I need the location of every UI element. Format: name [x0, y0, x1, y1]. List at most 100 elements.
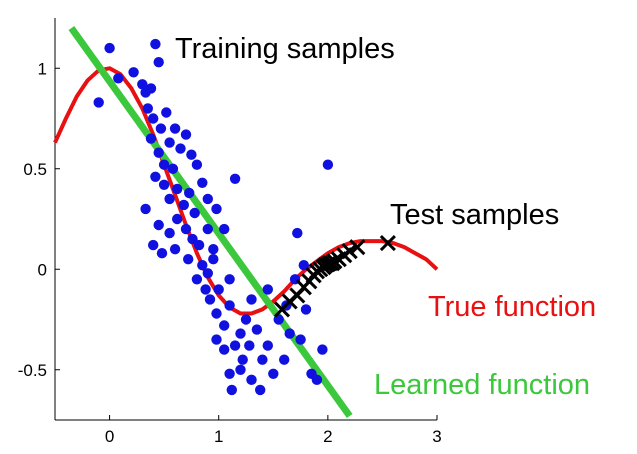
annotation-test-samples: Test samples — [390, 199, 559, 231]
y-tick-label: 0.5 — [23, 160, 47, 179]
training-sample-point — [298, 260, 309, 271]
training-sample-point — [226, 384, 237, 396]
axes: 0 1 2 3 -0.5 0 0.5 1 — [18, 18, 442, 446]
training-sample-point — [213, 284, 224, 295]
training-sample-point — [229, 340, 241, 351]
training-sample-point — [202, 223, 213, 235]
training-sample-point — [208, 254, 219, 265]
training-sample-point — [186, 149, 197, 160]
training-sample-point — [300, 304, 312, 315]
training-sample-point — [317, 344, 328, 355]
training-sample-point — [156, 248, 168, 259]
training-sample-point — [137, 79, 148, 90]
training-sample-point — [211, 308, 222, 319]
training-sample-point — [150, 38, 161, 50]
training-sample-point — [184, 187, 195, 199]
training-sample-point — [155, 123, 167, 134]
training-sample-point — [235, 364, 246, 375]
annotations: Training samples Test samples True funct… — [175, 33, 596, 401]
training-sample-point — [237, 354, 248, 365]
training-sample-point — [150, 171, 161, 182]
x-tick-label: 2 — [323, 427, 332, 446]
training-sample-point — [172, 183, 183, 195]
training-sample-point — [142, 103, 153, 114]
training-sample-point — [145, 133, 157, 144]
training-sample-point — [255, 384, 266, 396]
training-sample-point — [284, 328, 295, 339]
training-sample-point — [295, 334, 306, 345]
annotation-learned-function: Learned function — [374, 369, 590, 401]
training-sample-point — [169, 244, 181, 255]
training-sample-point — [208, 244, 219, 255]
training-sample-point — [113, 73, 124, 84]
x-tick-label: 3 — [432, 427, 441, 446]
training-sample-point — [200, 284, 211, 295]
training-sample-point — [180, 129, 192, 140]
learned-function-line — [68, 26, 353, 419]
training-sample-point — [219, 344, 230, 355]
training-sample-point — [204, 294, 216, 305]
training-sample-point — [153, 147, 164, 158]
training-sample-point — [191, 159, 203, 170]
training-sample-point — [153, 219, 164, 231]
training-sample-point — [219, 223, 230, 235]
training-sample-point — [164, 193, 175, 205]
training-sample-point — [93, 97, 104, 108]
training-sample-point — [279, 354, 290, 365]
training-sample-point — [175, 143, 186, 154]
training-sample-point — [240, 314, 252, 325]
training-sample-point — [187, 233, 198, 245]
training-sample-point — [292, 227, 303, 239]
training-sample-point — [164, 227, 175, 239]
training-sample-point — [244, 340, 255, 351]
training-sample-point — [104, 42, 115, 54]
training-sample-point — [235, 328, 246, 339]
y-tick-label: -0.5 — [18, 361, 47, 380]
training-sample-point — [148, 239, 159, 251]
training-sample-point — [268, 368, 279, 379]
training-sample-point — [197, 177, 208, 188]
test-sample-point — [321, 255, 339, 272]
training-sample-point — [197, 260, 208, 271]
training-sample-point — [178, 199, 189, 211]
y-tick-label: 1 — [38, 59, 47, 78]
training-sample-point — [140, 203, 151, 215]
training-sample-point — [172, 213, 183, 225]
training-sample-point — [189, 207, 200, 219]
training-sample-point — [180, 223, 192, 235]
training-sample-point — [211, 203, 222, 215]
training-sample-point — [145, 83, 157, 94]
series-points — [93, 38, 396, 396]
training-sample-point — [251, 324, 263, 335]
training-sample-point — [257, 354, 268, 365]
x-tick-label: 1 — [214, 427, 223, 446]
training-sample-point — [193, 239, 205, 251]
training-sample-point — [169, 123, 181, 134]
training-sample-point — [262, 340, 273, 351]
training-sample-point — [202, 268, 213, 279]
training-sample-point — [167, 163, 179, 174]
y-tick-label: 0 — [38, 260, 47, 279]
training-sample-point — [246, 294, 257, 305]
training-sample-point — [202, 193, 213, 205]
training-sample-point — [161, 107, 172, 118]
training-sample-point — [211, 334, 222, 345]
test-sample-point — [326, 253, 343, 270]
training-sample-point — [311, 374, 323, 385]
training-sample-point — [148, 113, 159, 124]
training-sample-point — [153, 57, 164, 68]
training-sample-point — [191, 274, 203, 285]
test-sample-point — [349, 239, 366, 256]
annotation-true-function: True function — [428, 291, 596, 323]
training-sample-point — [224, 300, 235, 311]
training-sample-point — [224, 368, 235, 379]
training-sample-point — [224, 274, 235, 285]
training-sample-point — [262, 284, 273, 295]
test-sample-point — [379, 235, 396, 252]
test-sample-point — [341, 243, 358, 260]
annotation-training-samples: Training samples — [175, 33, 395, 65]
training-sample-point — [164, 137, 175, 148]
training-sample-point — [183, 254, 194, 265]
training-sample-point — [128, 67, 139, 78]
